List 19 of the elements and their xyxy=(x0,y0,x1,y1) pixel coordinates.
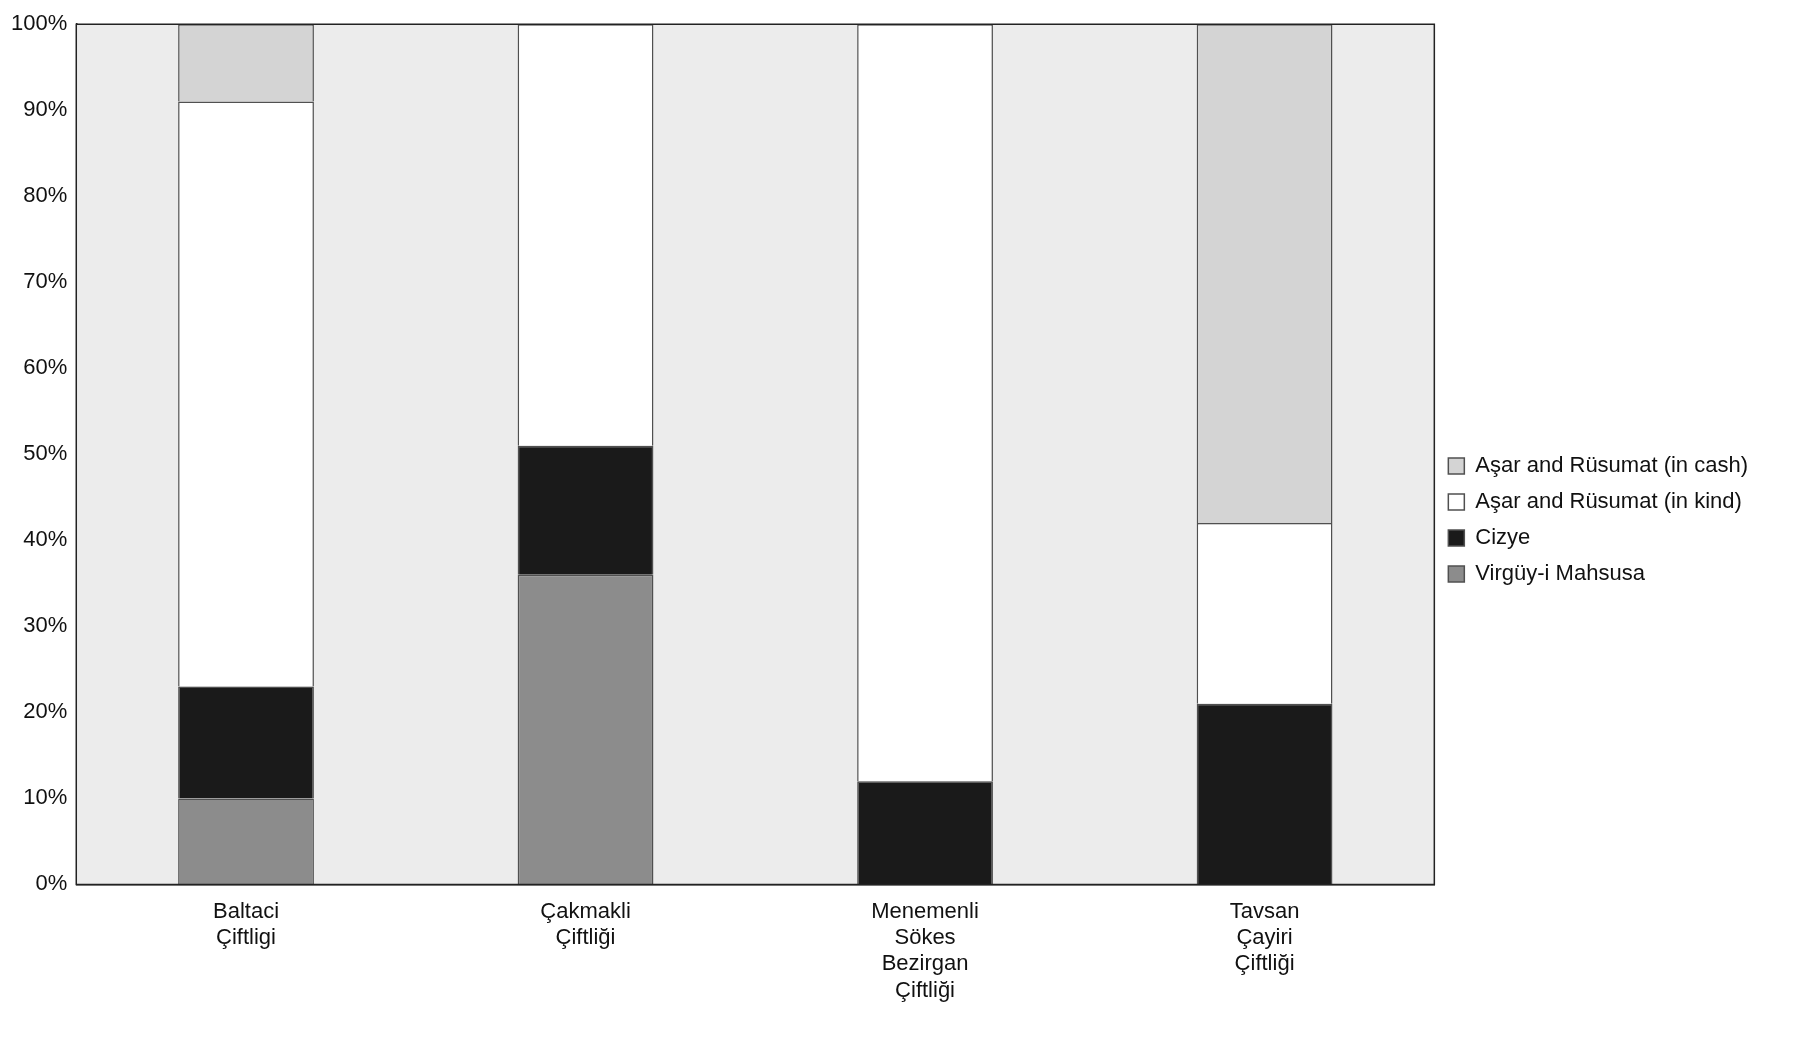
y-tick-label: 0% xyxy=(35,870,68,896)
y-tick-label: 60% xyxy=(23,354,68,380)
legend-label: Cizye xyxy=(1475,524,1531,550)
y-tick-label: 90% xyxy=(23,96,68,122)
y-tick-label: 40% xyxy=(23,526,68,552)
x-tick-label: Baltaci Çiftligi xyxy=(213,897,280,950)
y-tick-label: 70% xyxy=(23,268,68,294)
y-tick-label: 80% xyxy=(23,182,68,208)
x-tick-label: Tavsan Çayiri Çiftliği xyxy=(1229,897,1300,976)
y-tick-label: 20% xyxy=(23,698,68,724)
legend-label: Virgüy-i Mahsusa xyxy=(1475,560,1646,586)
y-tick-label: 30% xyxy=(23,612,68,638)
y-tick-label: 100% xyxy=(10,10,68,36)
y-tick-label: 10% xyxy=(23,784,68,810)
legend-label: Aşar and Rüsumat (in kind) xyxy=(1475,488,1742,514)
y-tick-label: 50% xyxy=(23,440,68,466)
x-tick-label: Çakmakli Çiftliği xyxy=(540,897,631,950)
x-tick-label: Menemenli Sökes Bezirgan Çiftliği xyxy=(871,897,979,1002)
legend-label: Aşar and Rüsumat (in cash) xyxy=(1475,452,1748,478)
